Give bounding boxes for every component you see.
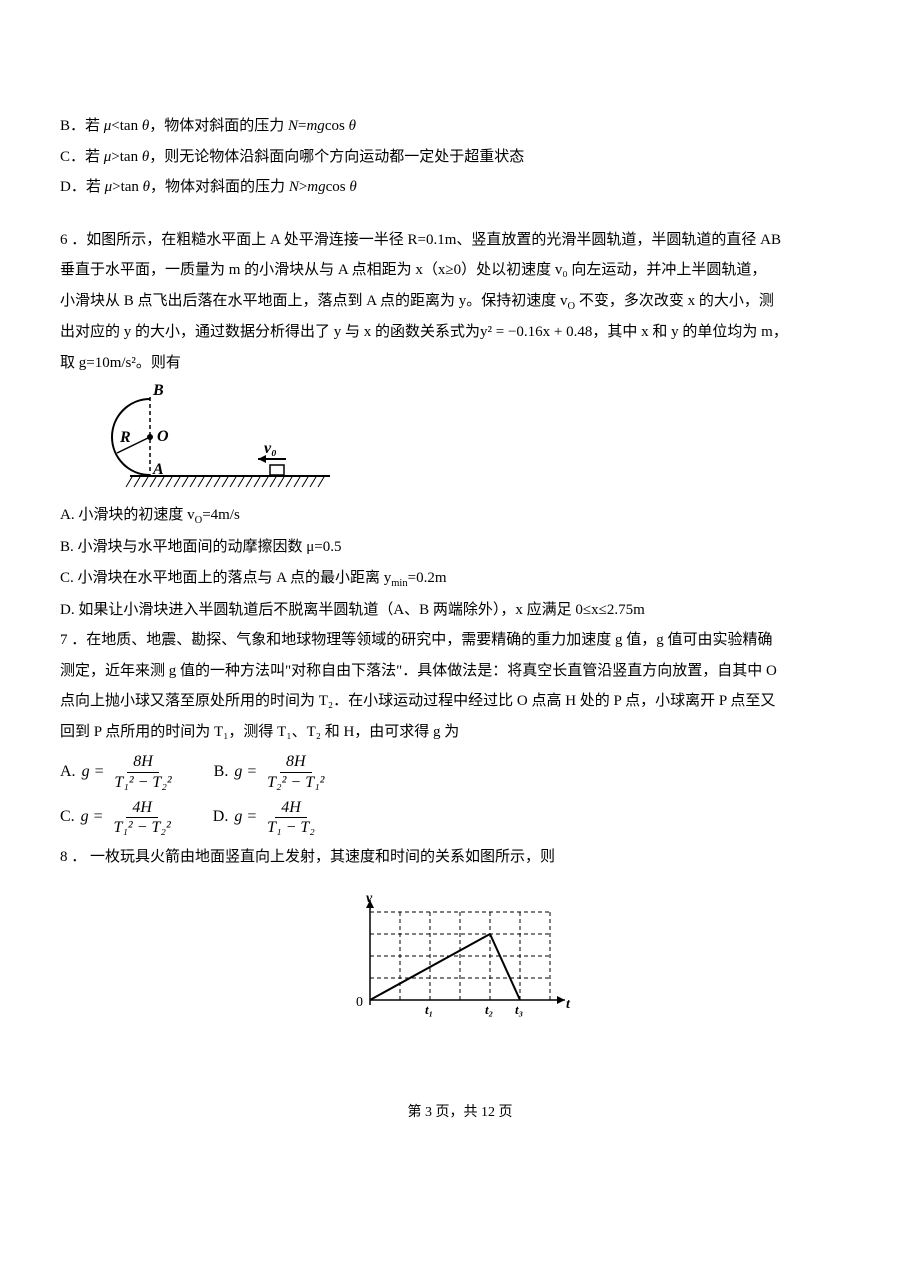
g-eq: g = bbox=[234, 757, 257, 787]
label-A: A bbox=[152, 461, 164, 478]
text: A. 小滑块的初速度 v bbox=[60, 507, 195, 523]
text: =4m/s bbox=[202, 507, 240, 523]
num: 8H bbox=[127, 752, 159, 772]
label-R: R bbox=[119, 429, 131, 446]
mu: μ bbox=[105, 179, 113, 195]
axis-v: v bbox=[366, 891, 373, 906]
q7-opt-b: B. g = 8HT₂² − T₁² bbox=[214, 752, 331, 791]
text: 不变，多次改变 x 的大小，测 bbox=[575, 293, 774, 309]
text: 在地质、地震、勘探、气象和地球物理等领域的研究中，需要精确的重力加速度 g 值，… bbox=[86, 632, 772, 648]
origin: 0 bbox=[356, 995, 363, 1010]
q5-opt-d: D．若 μ>tan θ，物体对斜面的压力 N>mgcos θ bbox=[60, 173, 860, 202]
label: C. bbox=[60, 802, 75, 832]
text: ，物体对斜面的压力 bbox=[150, 179, 289, 195]
page-footer: 第 3 页，共 12 页 bbox=[60, 1100, 860, 1127]
q7-options-row1: A. g = 8HT₁² − T₂² B. g = 8HT₂² − T₁² bbox=[60, 752, 860, 791]
q6-figure: B R O A v₀ bbox=[60, 379, 340, 499]
q7-opt-c: C. g = 4HT₁² − T₂² bbox=[60, 798, 177, 837]
t1: t₁ bbox=[425, 1002, 433, 1017]
text: cos bbox=[326, 179, 350, 195]
q7-options-row2: C. g = 4HT₁² − T₂² D. g = 4HT₁ − T₂ bbox=[60, 798, 860, 837]
text: 一枚玩具火箭由地面竖直向上发射，其速度和时间的关系如图所示，则 bbox=[86, 849, 555, 865]
text: 回到 P 点所用的时间为 T₁，测得 T₁、T₂ 和 H，由可求得 g 为 bbox=[60, 718, 860, 747]
text: 小滑块从 B 点飞出后落在水平地面上，落点到 A 点的距离为 y。保持初速度 v bbox=[60, 293, 568, 309]
page-total: 12 bbox=[481, 1105, 495, 1120]
text: 如图所示，在粗糙水平面上 A 处平滑连接一半径 R=0.1m、竖直放置的光滑半圆… bbox=[86, 232, 781, 248]
num: 4H bbox=[275, 798, 307, 818]
axis-t: t bbox=[566, 997, 571, 1012]
mg: mg bbox=[306, 118, 324, 134]
theta: θ bbox=[349, 118, 356, 134]
text: ，其中 x 和 y 的单位均为 m， bbox=[592, 324, 787, 340]
text: ，则无论物体沿斜面向哪个方向运动都一定处于超重状态 bbox=[149, 149, 524, 165]
q7-opt-d: D. g = 4HT₁ − T₂ bbox=[213, 798, 321, 837]
text: 第 bbox=[408, 1105, 426, 1120]
text: 测定，近年来测 g 值的一种方法叫"对称自由下落法"．具体做法是：将真空长直管沿… bbox=[60, 657, 860, 686]
N: N bbox=[288, 118, 298, 134]
q7-opt-a: A. g = 8HT₁² − T₂² bbox=[60, 752, 178, 791]
text: cos bbox=[325, 118, 349, 134]
text: C. 小滑块在水平地面上的落点与 A 点的最小距离 y bbox=[60, 570, 391, 586]
num: 4H bbox=[126, 798, 158, 818]
text: 垂直于水平面，一质量为 m 的小滑块从与 A 点相距为 x（x≥0）处以初速度 … bbox=[60, 256, 860, 285]
N: N bbox=[289, 179, 299, 195]
q6-opt-b: B. 小滑块与水平地面间的动摩擦因数 μ=0.5 bbox=[60, 533, 860, 562]
formula: y² = −0.16x + 0.48 bbox=[480, 324, 592, 340]
text: =0.2m bbox=[408, 570, 447, 586]
t3: t₃ bbox=[515, 1002, 523, 1017]
g-eq: g = bbox=[81, 802, 104, 832]
label-v0: v₀ bbox=[264, 440, 277, 457]
den: T₁ − T₂ bbox=[261, 818, 321, 837]
sub: min bbox=[391, 578, 407, 589]
text: 出对应的 y 的大小，通过数据分析得出了 y 与 x 的函数关系式为 bbox=[60, 324, 480, 340]
label: D. bbox=[213, 802, 229, 832]
g-eq: g = bbox=[234, 802, 257, 832]
text: D．若 bbox=[60, 179, 105, 195]
q5-opt-b: B．若 μ<tan θ，物体对斜面的压力 N=mgcos θ bbox=[60, 112, 860, 141]
text: 取 g=10m/s²。则有 bbox=[60, 349, 860, 378]
q-number: 8 ． bbox=[60, 849, 86, 865]
den: T₂² − T₁² bbox=[261, 773, 330, 792]
text: >tan bbox=[112, 179, 143, 195]
question-6: 6 ．如图所示，在粗糙水平面上 A 处平滑连接一半径 R=0.1m、竖直放置的光… bbox=[60, 226, 860, 625]
sub: O bbox=[568, 301, 576, 312]
q8-figure: v t 0 t₁ t₂ t₃ bbox=[340, 890, 580, 1030]
text: B．若 bbox=[60, 118, 104, 134]
question-7: 7 ．在地质、地震、勘探、气象和地球物理等领域的研究中，需要精确的重力加速度 g… bbox=[60, 626, 860, 837]
t2: t₂ bbox=[485, 1002, 493, 1017]
mg: mg bbox=[307, 179, 325, 195]
q5-opt-c: C．若 μ>tan θ，则无论物体沿斜面向哪个方向运动都一定处于超重状态 bbox=[60, 143, 860, 172]
label: A. bbox=[60, 757, 76, 787]
theta: θ bbox=[143, 179, 150, 195]
text: 点向上抛小球又落至原处所用的时间为 T₂．在小球运动过程中经过比 O 点高 H … bbox=[60, 687, 860, 716]
page-num: 3 bbox=[425, 1105, 432, 1120]
text: <tan bbox=[111, 118, 142, 134]
question-8: 8 ． 一枚玩具火箭由地面竖直向上发射，其速度和时间的关系如图所示，则 bbox=[60, 843, 860, 1030]
theta: θ bbox=[349, 179, 356, 195]
q-number: 6 ． bbox=[60, 232, 86, 248]
label-O: O bbox=[157, 428, 169, 445]
label: B. bbox=[214, 757, 229, 787]
text: >tan bbox=[111, 149, 142, 165]
q-number: 7 ． bbox=[60, 632, 86, 648]
q6-opt-d: D. 如果让小滑块进入半圆轨道后不脱离半圆轨道（A、B 两端除外），x 应满足 … bbox=[60, 596, 860, 625]
text: C．若 bbox=[60, 149, 104, 165]
num: 8H bbox=[280, 752, 312, 772]
den: T₁² − T₂² bbox=[107, 818, 176, 837]
g-eq: g = bbox=[82, 757, 105, 787]
text: 页，共 bbox=[432, 1105, 481, 1120]
den: T₁² − T₂² bbox=[108, 773, 177, 792]
label-B: B bbox=[152, 382, 164, 399]
text: ，物体对斜面的压力 bbox=[149, 118, 288, 134]
text: 页 bbox=[495, 1105, 513, 1120]
